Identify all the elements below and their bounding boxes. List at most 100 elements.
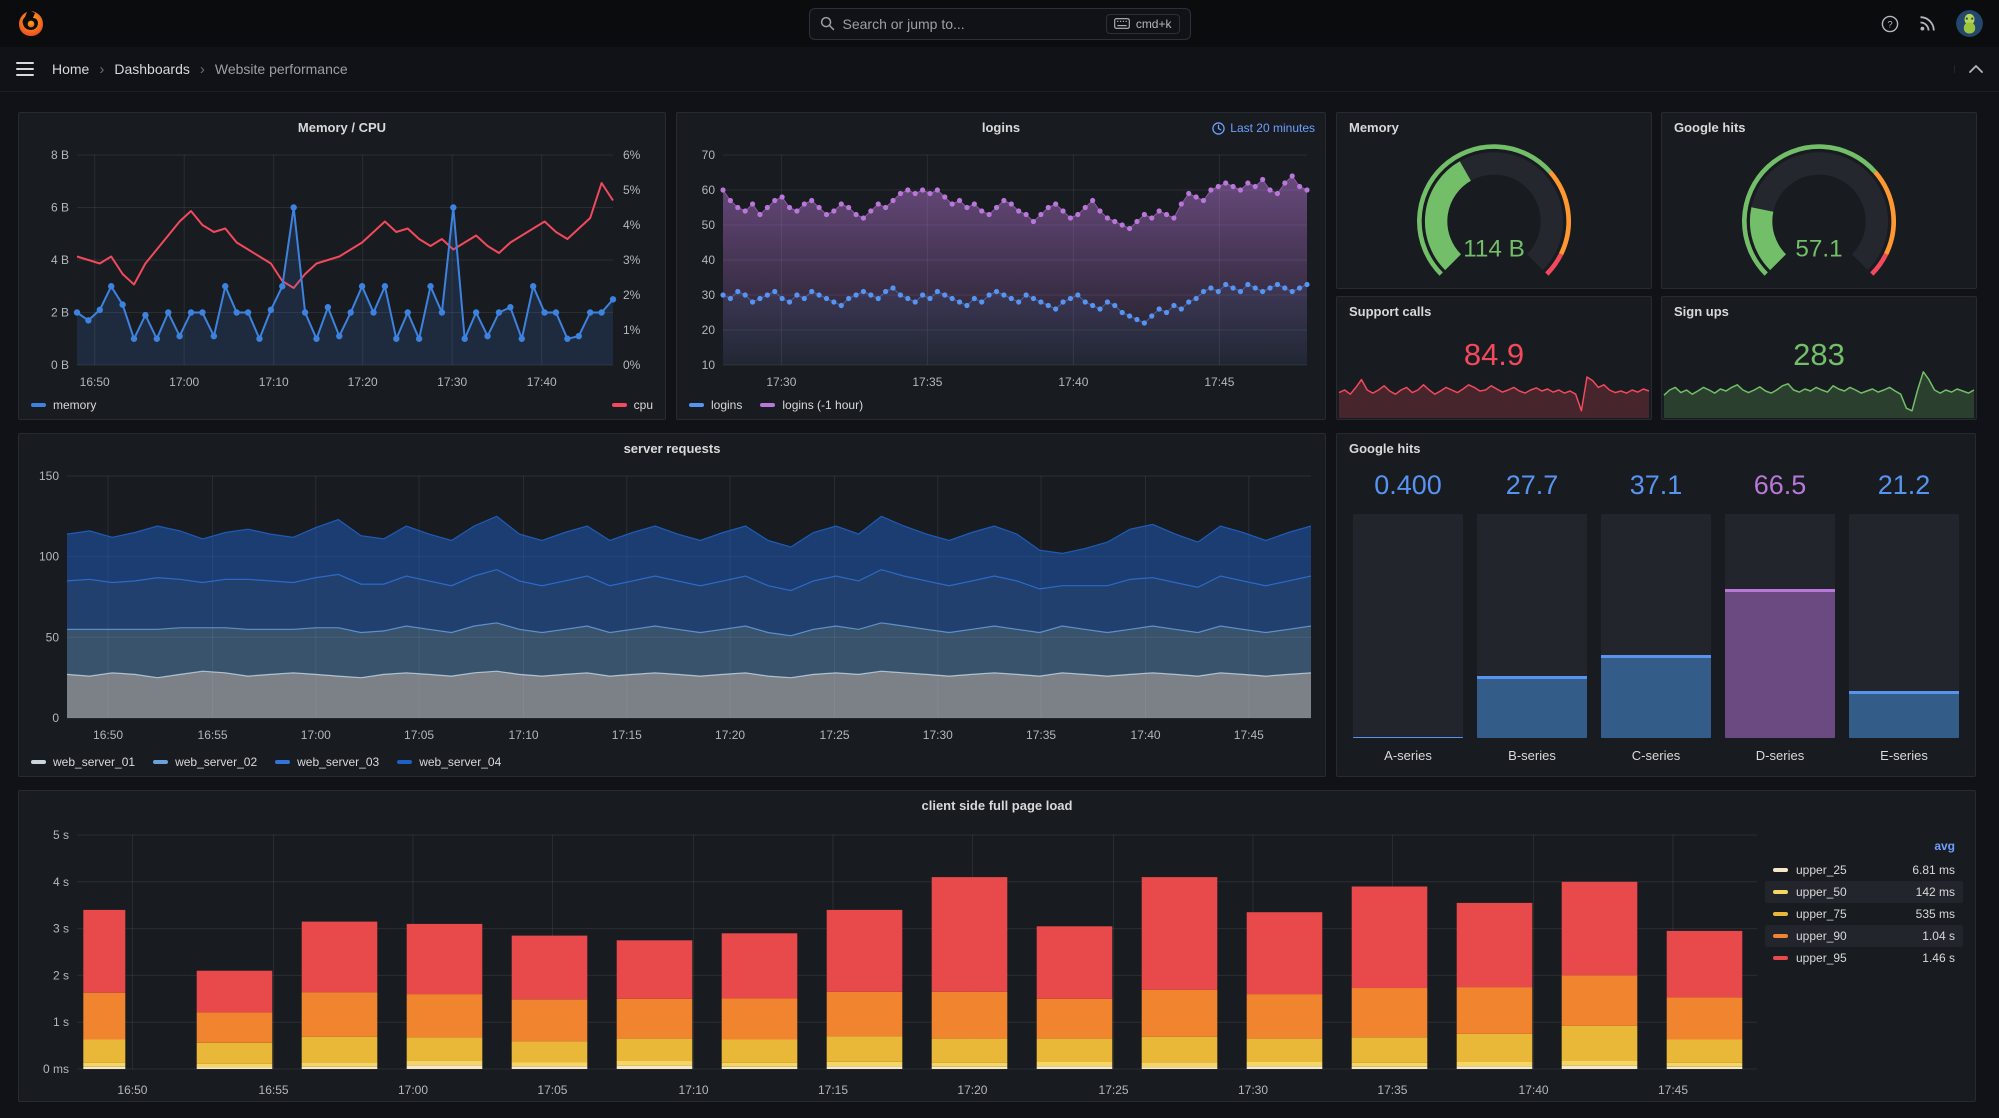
svg-text:5 s: 5 s — [53, 828, 69, 842]
panel-google-hits-bars: Google hits 0.400 A-series 27.7 B-series 37.… — [1336, 433, 1976, 777]
time-range-button[interactable]: Last 20 minutes — [1212, 113, 1315, 143]
menu-toggle-icon[interactable] — [16, 62, 34, 76]
svg-text:17:30: 17:30 — [766, 375, 796, 389]
g-memory-svg: 114 B — [1417, 144, 1571, 276]
memory-gauge: 114 B — [1337, 141, 1651, 284]
svg-text:17:10: 17:10 — [509, 728, 539, 742]
search-icon — [820, 16, 834, 31]
legend-row-upper_90[interactable]: upper_90 1.04 s — [1765, 925, 1963, 947]
svg-text:50: 50 — [46, 630, 60, 644]
svg-text:50: 50 — [702, 218, 716, 232]
panel-support-calls: Support calls 84.9 — [1336, 296, 1652, 420]
bar-gauge-value: 66.5 — [1753, 470, 1807, 500]
svg-text:17:40: 17:40 — [1058, 375, 1088, 389]
clock-icon — [1212, 121, 1226, 135]
logins-chart[interactable]: 10 20 30 40 50 60 70 17:30 17:35 17:40 17:45 — [677, 143, 1325, 393]
svg-text:10: 10 — [702, 358, 716, 372]
breadcrumb-home[interactable]: Home — [52, 61, 90, 77]
search-input[interactable]: Search or jump to... cmd+k — [808, 7, 1191, 40]
legend-item-web_server_01[interactable]: web_server_01 — [31, 755, 135, 769]
svg-text:150: 150 — [39, 469, 59, 483]
bar-gauge-E-series: 21.2 E-series — [1849, 470, 1959, 768]
breadcrumb-dashboards[interactable]: Dashboards — [114, 61, 190, 77]
s-support-svg — [1338, 376, 1650, 418]
g-google-svg: 57.1 — [1742, 144, 1896, 276]
legend-row-upper_25[interactable]: upper_25 6.81 ms — [1765, 859, 1963, 881]
collapse-topbar-icon[interactable] — [1954, 65, 1983, 73]
panel-title-server-requests[interactable]: server requests — [623, 441, 721, 456]
time-range-label: Last 20 minutes — [1230, 121, 1315, 135]
svg-text:30: 30 — [702, 288, 716, 302]
panel-title-client-page-load[interactable]: client side full page load — [921, 798, 1073, 813]
legend-item-cpu[interactable]: cpu — [611, 398, 653, 412]
legend-label: memory — [53, 398, 97, 412]
svg-text:114 B: 114 B — [1463, 236, 1525, 263]
breadcrumb-separator: › — [99, 60, 105, 78]
user-avatar[interactable] — [1956, 10, 1983, 37]
panel-title-memory[interactable]: Memory — [1349, 120, 1399, 135]
svg-text:17:45: 17:45 — [1204, 375, 1234, 389]
legend-item-logins[interactable]: logins — [689, 398, 742, 412]
svg-text:4 B: 4 B — [51, 253, 69, 267]
legend-item-web_server_04[interactable]: web_server_04 — [397, 755, 501, 769]
legend-swatch — [153, 760, 169, 764]
news-rss-icon[interactable] — [1919, 15, 1936, 32]
legend-label: web_server_03 — [297, 755, 380, 769]
svg-text:17:10: 17:10 — [259, 375, 289, 389]
bar-gauge-track — [1353, 514, 1463, 738]
panel-title-sign-ups[interactable]: Sign ups — [1674, 304, 1729, 319]
legend-label: upper_25 — [1796, 863, 1847, 877]
c-server-svg: 0 50 100 150 16:50 16:55 17:00 17:05 17:10 17:15 1… — [39, 469, 1312, 742]
svg-text:17:30: 17:30 — [437, 375, 467, 389]
legend-item-web_server_03[interactable]: web_server_03 — [275, 755, 379, 769]
legend-item-web_server_02[interactable]: web_server_02 — [153, 755, 257, 769]
svg-text:0%: 0% — [623, 358, 641, 372]
panel-title-logins[interactable]: logins — [981, 120, 1021, 135]
panel-title-support-calls[interactable]: Support calls — [1349, 304, 1432, 319]
svg-text:17:30: 17:30 — [923, 728, 953, 742]
client-page-load-chart[interactable]: 0 ms 1 s 2 s 3 s 4 s 5 s 16:50 16:55 17:00 17:05 1… — [19, 821, 1765, 1101]
panel-title-google-hits-bars[interactable]: Google hits — [1349, 441, 1421, 456]
shortcut-badge: cmd+k — [1105, 13, 1180, 34]
bar-gauge-A-series: 0.400 A-series — [1353, 470, 1463, 768]
svg-text:17:45: 17:45 — [1234, 728, 1264, 742]
bar-gauge-label: B-series — [1508, 748, 1556, 763]
svg-text:17:05: 17:05 — [404, 728, 434, 742]
shortcut-label: cmd+k — [1135, 16, 1172, 31]
svg-text:3 s: 3 s — [53, 922, 69, 936]
panel-title-google-hits-gauge[interactable]: Google hits — [1674, 120, 1746, 135]
legend-row-upper_75[interactable]: upper_75 535 ms — [1765, 903, 1963, 925]
svg-text:40: 40 — [702, 253, 716, 267]
legend-row-upper_50[interactable]: upper_50 142 ms — [1765, 881, 1963, 903]
legend-avg-value: 535 ms — [1915, 907, 1955, 921]
legend-item-logins (-1 hour)[interactable]: logins (-1 hour) — [760, 398, 863, 412]
legend-row-upper_95[interactable]: upper_95 1.46 s — [1765, 947, 1963, 969]
legend-swatch — [1773, 890, 1788, 894]
svg-text:1%: 1% — [623, 323, 641, 337]
legend-avg-value: 1.04 s — [1922, 929, 1955, 943]
panel-title-memory-cpu[interactable]: Memory / CPU — [297, 120, 387, 135]
svg-text:5%: 5% — [623, 183, 641, 197]
legend-swatch — [1773, 934, 1788, 938]
legend-swatch — [760, 403, 776, 407]
support-calls-value: 84.9 — [1463, 337, 1525, 372]
server-requests-chart[interactable]: 0 50 100 150 16:50 16:55 17:00 17:05 17:10 17:15 1… — [19, 464, 1325, 746]
svg-text:16:55: 16:55 — [259, 1083, 289, 1097]
bar-gauge-label: C-series — [1631, 748, 1681, 763]
memory-cpu-chart[interactable]: 0 B 2 B 4 B 6 B 8 B 0% 1% 2% 3% 4% 5% 6% 16:50 17:00 1… — [19, 143, 665, 393]
search-placeholder: Search or jump to... — [842, 15, 965, 32]
legend-label: logins — [711, 398, 743, 412]
svg-text:17:00: 17:00 — [169, 375, 199, 389]
legend-label: upper_50 — [1796, 885, 1847, 899]
legend-item-memory[interactable]: memory — [31, 398, 96, 412]
legend-label: upper_95 — [1796, 951, 1847, 965]
grafana-logo[interactable] — [16, 9, 46, 39]
breadcrumb-bar: Home › Dashboards › Website performance — [0, 47, 1999, 92]
svg-text:17:30: 17:30 — [1238, 1083, 1268, 1097]
client-page-load-legend: avg upper_25 6.81 ms upper_50 142 ms upper_75… — [1765, 821, 1975, 1101]
svg-text:4%: 4% — [623, 218, 641, 232]
help-icon[interactable]: ? — [1881, 15, 1899, 33]
legend-swatch — [397, 760, 413, 764]
legend-avg-value: 6.81 ms — [1912, 863, 1955, 877]
